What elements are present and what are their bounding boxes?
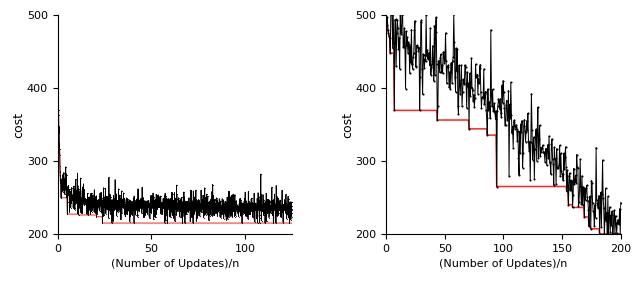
Y-axis label: cost: cost [341,112,354,137]
X-axis label: (Number of Updates)/n: (Number of Updates)/n [111,259,239,269]
Y-axis label: cost: cost [12,112,26,137]
X-axis label: (Number of Updates)/n: (Number of Updates)/n [439,259,568,269]
